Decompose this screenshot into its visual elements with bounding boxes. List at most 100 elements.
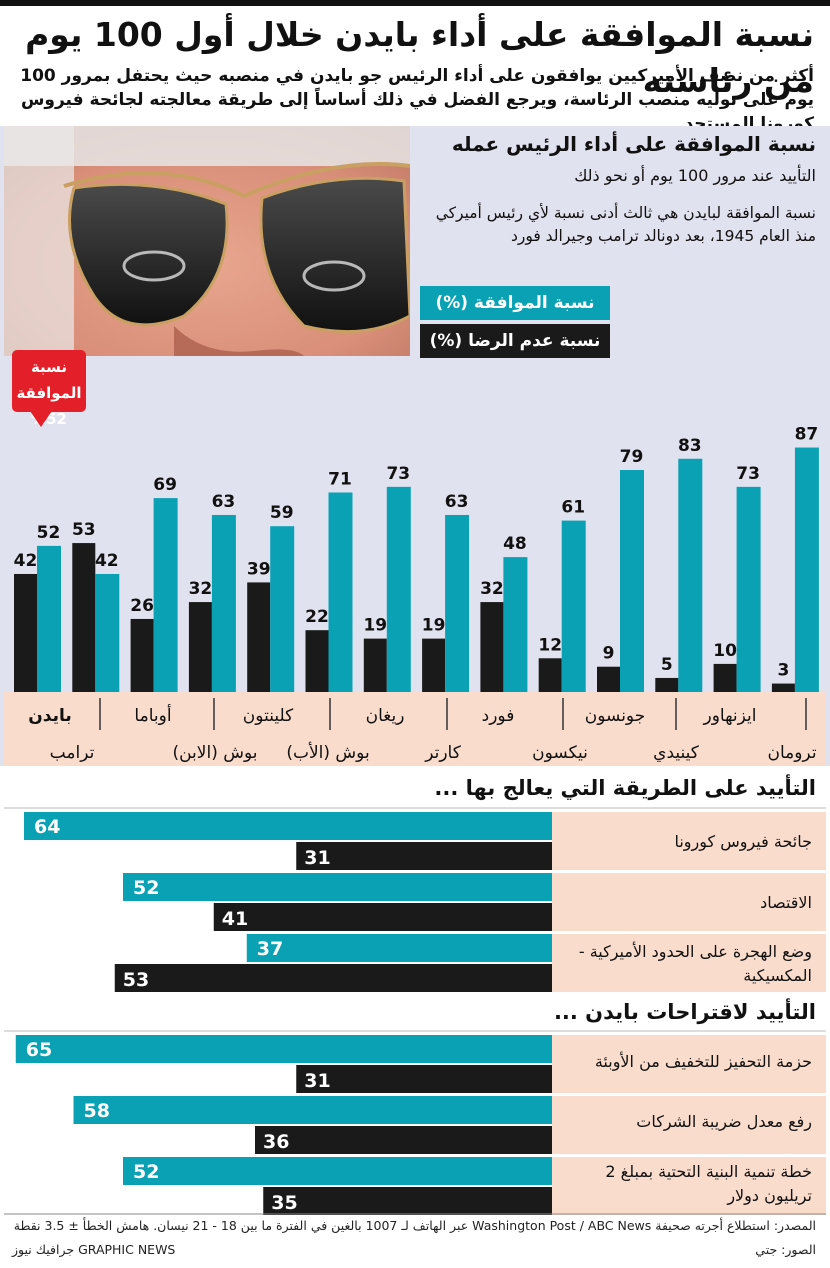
disapproval-bar (72, 543, 96, 692)
biden-sunglasses-photo (4, 126, 410, 356)
proposals-section-title: التأييد لاقتراحات بايدن ... (553, 1000, 816, 1024)
disapproval-hbar (263, 1187, 552, 1215)
approval-hbar (15, 1035, 552, 1063)
page-subtitle: أكثر من نصف الأميركيين يوافقون على أداء … (20, 66, 814, 134)
label-infrastructure: خطة تنمية البنية التحتية بمبلغ 2 تريليون… (605, 1162, 812, 1205)
approval-bar (95, 573, 120, 692)
approval-bar (211, 514, 236, 692)
disapproval-value-label: 3 (777, 661, 789, 681)
disapproval-value-label: 26 (130, 596, 154, 616)
row-label-band (552, 1035, 826, 1093)
approval-hbar-value: 52 (133, 1161, 159, 1183)
approval-value-label: 87 (795, 425, 819, 445)
approval-value-label: 73 (736, 464, 760, 484)
disapproval-hbar-value: 31 (304, 1070, 330, 1092)
president-names-band (4, 692, 826, 766)
legend-approval: نسبة الموافقة (%) (420, 286, 610, 320)
callout-pointer (30, 411, 52, 427)
approval-hbar (246, 934, 552, 962)
disapproval-bar (480, 602, 504, 692)
disapproval-value-label: 39 (247, 559, 271, 579)
president-name-label: كارتر (424, 743, 462, 763)
disapproval-bar (363, 638, 387, 692)
page-title: نسبة الموافقة على أداء بايدن خلال أول 10… (25, 15, 814, 100)
approval-hbar-value: 37 (257, 938, 283, 960)
approval-value-label: 79 (620, 447, 644, 467)
row-label-band (552, 934, 826, 992)
legend-disapproval: نسبة عدم الرضا (%) (420, 324, 610, 358)
disapproval-hbar-value: 41 (222, 908, 248, 930)
approval-hbar (123, 873, 552, 901)
agency-credit: GRAPHIC NEWS جرافيك نيوز (12, 1242, 176, 1257)
disapproval-value-label: 32 (189, 579, 213, 599)
disapproval-value-label: 19 (422, 616, 446, 636)
approval-bar (153, 498, 178, 692)
disapproval-hbar (114, 964, 552, 992)
disapproval-bar (247, 582, 271, 692)
label-corporate-tax: رفع معدل ضريبة الشركات (636, 1112, 812, 1131)
approval-bar (328, 492, 353, 692)
approval-value-label: 83 (678, 436, 702, 456)
president-name-label: أوباما (134, 704, 171, 726)
president-name-label: ترامب (50, 743, 95, 763)
disapproval-bar (14, 573, 37, 692)
callout-label: نسبة الموافقة (16, 358, 82, 402)
president-name-label: جونسون (585, 706, 645, 726)
president-name-label: بوش (الأب) (286, 742, 369, 763)
approval-value-label: 73 (386, 464, 410, 484)
president-name-label: كينيدي (653, 743, 700, 763)
disapproval-hbar-value: 36 (263, 1131, 289, 1153)
disapproval-hbar-value: 53 (123, 969, 149, 991)
row-label-band (552, 1096, 826, 1154)
disapproval-value-label: 53 (72, 520, 96, 540)
approval-value-label: 48 (503, 534, 527, 554)
president-name-label: ترومان (767, 743, 816, 763)
approval-bar (503, 557, 528, 692)
disapproval-bar (655, 677, 679, 692)
label-immigration: وضع الهجرة على الحدود الأميركية - المكسي… (578, 942, 812, 985)
approval-value-label: 63 (445, 492, 469, 512)
disapproval-value-label: 5 (661, 655, 673, 675)
approval-value-label: 71 (328, 469, 352, 489)
disapproval-bar (597, 666, 620, 692)
approval-bar (445, 514, 470, 692)
panel-subtitle: التأييد عند مرور 100 يوم أو نحو ذلك (574, 166, 816, 185)
approval-value-label: 59 (270, 503, 294, 523)
disapproval-bar (422, 638, 446, 692)
approval-bar (620, 470, 644, 692)
disapproval-value-label: 42 (14, 551, 38, 571)
top-rule (0, 0, 830, 6)
disapproval-hbar (213, 903, 552, 931)
disapproval-hbar (255, 1126, 552, 1154)
disapproval-bar (130, 618, 154, 692)
disapproval-bar (305, 630, 329, 692)
approval-bar (736, 486, 761, 692)
disapproval-value-label: 10 (713, 641, 737, 661)
approval-bar (270, 526, 295, 692)
label-stimulus: حزمة التحفيز للتخفيف من الأوبئة (594, 1052, 812, 1071)
disapproval-hbar (296, 842, 552, 870)
disapproval-value-label: 22 (305, 607, 329, 627)
photo-credit: الصور: جتي (755, 1242, 816, 1257)
label-economy: الاقتصاد (760, 893, 812, 912)
disapproval-hbar-value: 31 (304, 847, 330, 869)
approval-value-label: 52 (37, 523, 61, 543)
approval-value-label: 61 (561, 498, 585, 518)
approval-hbar-value: 64 (34, 816, 60, 838)
approval-hbar-value: 52 (133, 877, 159, 899)
disapproval-value-label: 12 (538, 635, 562, 655)
approval-hbar (73, 1096, 552, 1124)
president-name-label: ايزنهاور (702, 706, 756, 726)
approval-hbar-value: 65 (26, 1039, 52, 1061)
president-name-label: بايدن (28, 706, 71, 726)
approval-hbar (24, 812, 552, 840)
president-name-label: كلينتون (243, 706, 294, 726)
disapproval-hbar-value: 35 (271, 1192, 297, 1214)
approval-bar (37, 545, 61, 692)
approval-value-label: 42 (95, 551, 119, 571)
row-label-band (552, 812, 826, 870)
disapproval-bar (713, 663, 737, 692)
disapproval-bar (188, 602, 212, 692)
handling-section-title: التأييد على الطريقة التي يعالج بها ... (434, 776, 816, 800)
